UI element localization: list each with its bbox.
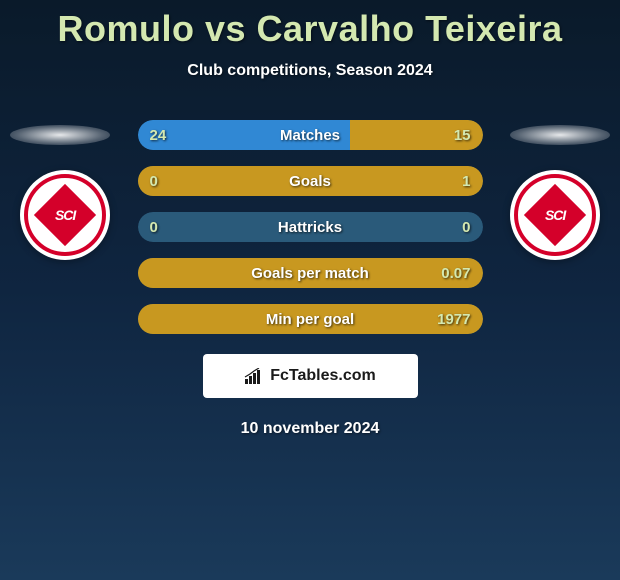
- stat-label: Min per goal: [138, 311, 483, 328]
- chart-icon: [244, 368, 264, 384]
- stat-value-right: 0: [462, 219, 470, 236]
- club-badge-inner-right: SCI: [514, 174, 596, 256]
- subtitle: Club competitions, Season 2024: [0, 62, 620, 80]
- stat-row: 0Hattricks0: [138, 212, 483, 242]
- stat-label: Goals: [138, 173, 483, 190]
- club-badge-center-left: SCI: [34, 184, 96, 246]
- club-badge-left: SCI: [20, 170, 110, 260]
- footer-brand-text: FcTables.com: [270, 367, 376, 385]
- stat-row: 0Goals1: [138, 166, 483, 196]
- stat-value-right: 15: [454, 127, 471, 144]
- stats-container: 24Matches150Goals10Hattricks0Goals per m…: [138, 120, 483, 334]
- stat-label: Goals per match: [138, 265, 483, 282]
- club-badge-inner-left: SCI: [24, 174, 106, 256]
- club-abbrev-right: SCI: [545, 207, 565, 223]
- footer-brand-badge[interactable]: FcTables.com: [203, 354, 418, 398]
- player-shadow-right: [510, 125, 610, 145]
- stat-value-right: 1: [462, 173, 470, 190]
- stat-label: Hattricks: [138, 219, 483, 236]
- stat-row: Min per goal1977: [138, 304, 483, 334]
- date-text: 10 november 2024: [0, 420, 620, 438]
- stat-label: Matches: [138, 127, 483, 144]
- club-badge-center-right: SCI: [524, 184, 586, 246]
- stat-row: 24Matches15: [138, 120, 483, 150]
- page-title: Romulo vs Carvalho Teixeira: [0, 0, 620, 50]
- stat-row: Goals per match0.07: [138, 258, 483, 288]
- stat-value-right: 1977: [437, 311, 470, 328]
- stat-value-right: 0.07: [441, 265, 470, 282]
- player-shadow-left: [10, 125, 110, 145]
- comparison-area: SCI SCI 24Matches150Goals10Hattricks0Goa…: [0, 120, 620, 334]
- club-abbrev-left: SCI: [55, 207, 75, 223]
- club-badge-right: SCI: [510, 170, 600, 260]
